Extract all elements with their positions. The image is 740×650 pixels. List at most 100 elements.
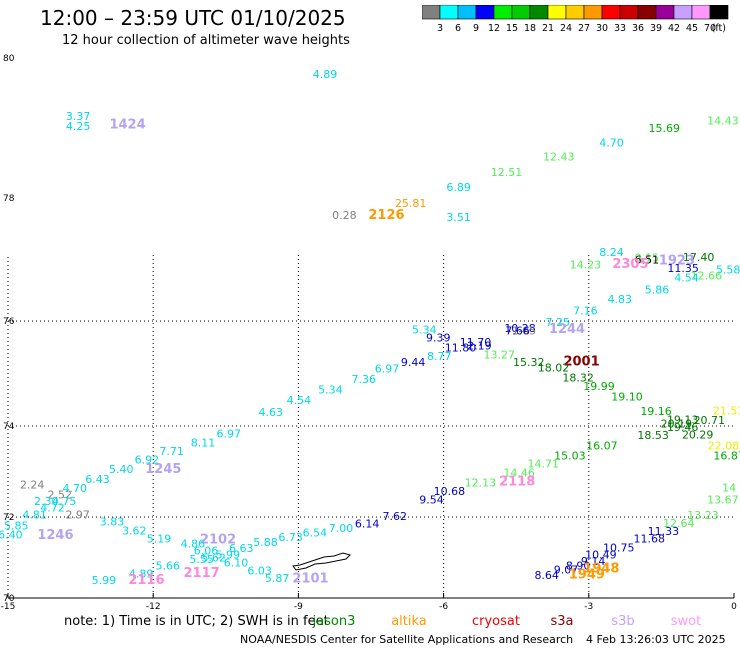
longitude-tick-label: -3 <box>584 602 593 612</box>
wave-height-label: 19.13 <box>667 414 699 427</box>
wave-height-label: 7.62 <box>382 510 407 523</box>
wave-height-label: 9.39 <box>426 331 451 344</box>
wave-height-label: 0.28 <box>332 209 357 222</box>
colorbar-tick-label: 45 <box>686 23 698 34</box>
wave-height-label: 21.53 <box>713 404 740 417</box>
wave-height-label: 5.99 <box>92 574 117 587</box>
wave-height-label: 4.54 <box>287 394 312 407</box>
wave-height-label: 5.87 <box>265 572 290 585</box>
wave-height-label: 16.07 <box>586 440 618 453</box>
wave-height-label: 8.11 <box>191 436 216 449</box>
wave-height-label: 6.97 <box>216 427 241 440</box>
wave-height-label: 5.85 <box>4 520 29 533</box>
latitude-tick-label: 76 <box>3 317 15 327</box>
wave-height-label: 5.55 <box>189 553 214 566</box>
wave-height-label: 5.88 <box>253 536 278 549</box>
wave-height-label: 12.66 <box>691 269 723 282</box>
wave-height-label: 4.70 <box>599 137 624 150</box>
colorbar-unit: (ft) <box>712 23 726 34</box>
wave-height-label: 3.62 <box>122 524 147 537</box>
wave-height-label: 5.19 <box>147 532 172 545</box>
wave-height-label: 11.33 <box>648 525 680 538</box>
wave-height-label: 6.06 <box>194 545 219 558</box>
colorbar-tick-label: 18 <box>524 23 536 34</box>
wave-height-label: 5.66 <box>155 560 180 573</box>
legend-satellite-s3a: s3a <box>550 614 573 629</box>
wave-height-label: 25.81 <box>395 197 427 210</box>
latitude-tick-label: 74 <box>3 422 15 432</box>
pass-time-label: 2117 <box>184 566 220 581</box>
wave-height-label: 14.23 <box>570 258 602 271</box>
wave-height-label: 4.86 <box>181 537 206 550</box>
wave-height-label: 8.64 <box>534 569 559 582</box>
wave-height-label: 4.89 <box>313 68 338 81</box>
footer-timestamp: 4 Feb 13:26:03 UTC 2025 <box>586 633 726 646</box>
colorbar-tick-label: 39 <box>650 23 662 34</box>
wave-height-label: 2.97 <box>65 508 90 521</box>
wave-height-label: 9.44 <box>401 356 426 369</box>
wave-height-label: 7.71 <box>159 445 184 458</box>
colorbar-tick-label: 15 <box>506 23 518 34</box>
wave-height-label: 15.32 <box>513 356 545 369</box>
colorbar-tick-label: 9 <box>473 23 479 34</box>
wave-height-label: 5.62 <box>201 552 226 565</box>
pass-time-label: 2305 <box>612 257 648 272</box>
wave-height-label: 6.43 <box>85 473 110 486</box>
pass-time-label: 1424 <box>109 118 145 133</box>
wave-height-label: 20.19 <box>661 417 693 430</box>
wave-height-label: 12.64 <box>663 517 695 530</box>
wave-height-label: 4.72 <box>40 501 65 514</box>
wave-height-label: 13.67 <box>707 493 739 506</box>
pass-time-label: 2116 <box>128 573 164 588</box>
wave-height-label: 11.35 <box>667 262 699 275</box>
wave-height-label: 4.63 <box>259 406 284 419</box>
wave-height-label: 6.89 <box>446 181 471 194</box>
wave-height-label: 5.34 <box>412 323 437 336</box>
wave-height-label: 2.24 <box>20 479 45 492</box>
wave-height-label: 12.51 <box>491 166 523 179</box>
wave-height-label: 6.54 <box>303 526 328 539</box>
wave-height-label: 1.05 <box>512 324 537 337</box>
wave-height-label: 14.43 <box>707 114 739 127</box>
pass-time-label: 1948 <box>583 561 619 576</box>
map-title: 12:00 – 23:59 UTC 01/10/2025 <box>40 6 346 30</box>
wave-height-label: 10.49 <box>585 548 617 561</box>
colorbar-tick-label: 30 <box>596 23 608 34</box>
wave-height-label: 13.27 <box>484 349 516 362</box>
pass-time-label: 1245 <box>145 462 181 477</box>
legend-note: note: 1) Time is in UTC; 2) SWH is in fe… <box>64 614 329 629</box>
satellite-legend: note: 1) Time is in UTC; 2) SWH is in fe… <box>64 614 701 629</box>
latitude-tick-label: 70 <box>3 594 15 604</box>
map-subtitle: 12 hour collection of altimeter wave hei… <box>62 33 350 48</box>
wave-height-label: 8.90 <box>566 560 591 573</box>
longitude-tick-label: -15 <box>1 602 16 612</box>
pass-time-label: 1923 <box>659 254 695 269</box>
wave-height-label: 3.51 <box>446 211 471 224</box>
wave-height-label: 2.30 <box>34 495 59 508</box>
wave-height-label: 6.51 <box>635 254 660 267</box>
wave-height-label: 6.10 <box>224 556 249 569</box>
wave-height-label: 20.71 <box>694 414 726 427</box>
wave-height-label: 20.29 <box>682 429 714 442</box>
legend-satellite-altika: altika <box>391 614 427 629</box>
wave-height-label: 19.46 <box>667 421 699 434</box>
wave-height-label: 8.77 <box>427 350 452 363</box>
wave-height-label: 4.89 <box>129 568 154 581</box>
wave-height-label: 5.99 <box>215 548 240 561</box>
wave-height-label: 6.73 <box>278 531 303 544</box>
wave-height-label: 14.46 <box>503 466 535 479</box>
wave-height-labels: 4.89 3.374.25 1424 14.43 15.69 4.70 12.43 12.51… <box>0 68 740 588</box>
wave-height-label: 12.13 <box>465 476 497 489</box>
wave-height-label: 18.32 <box>562 372 594 385</box>
wave-height-label: 3.83 <box>100 515 125 528</box>
latitude-tick-label: 80 <box>3 54 15 64</box>
wave-height-label: 22.08 <box>708 440 740 453</box>
wave-height-label: 11.68 <box>634 532 666 545</box>
wave-height-label: 9.15 <box>635 252 660 265</box>
wave-height-label: 19.16 <box>640 405 672 418</box>
pass-time-label: 2101 <box>292 572 328 587</box>
legend-satellite-jason3: jason3 <box>312 614 356 629</box>
legend-satellite-swot: swot <box>671 614 701 629</box>
colorbar-tick-label: 33 <box>614 23 626 34</box>
wave-height-label: 7.66 <box>505 324 530 337</box>
